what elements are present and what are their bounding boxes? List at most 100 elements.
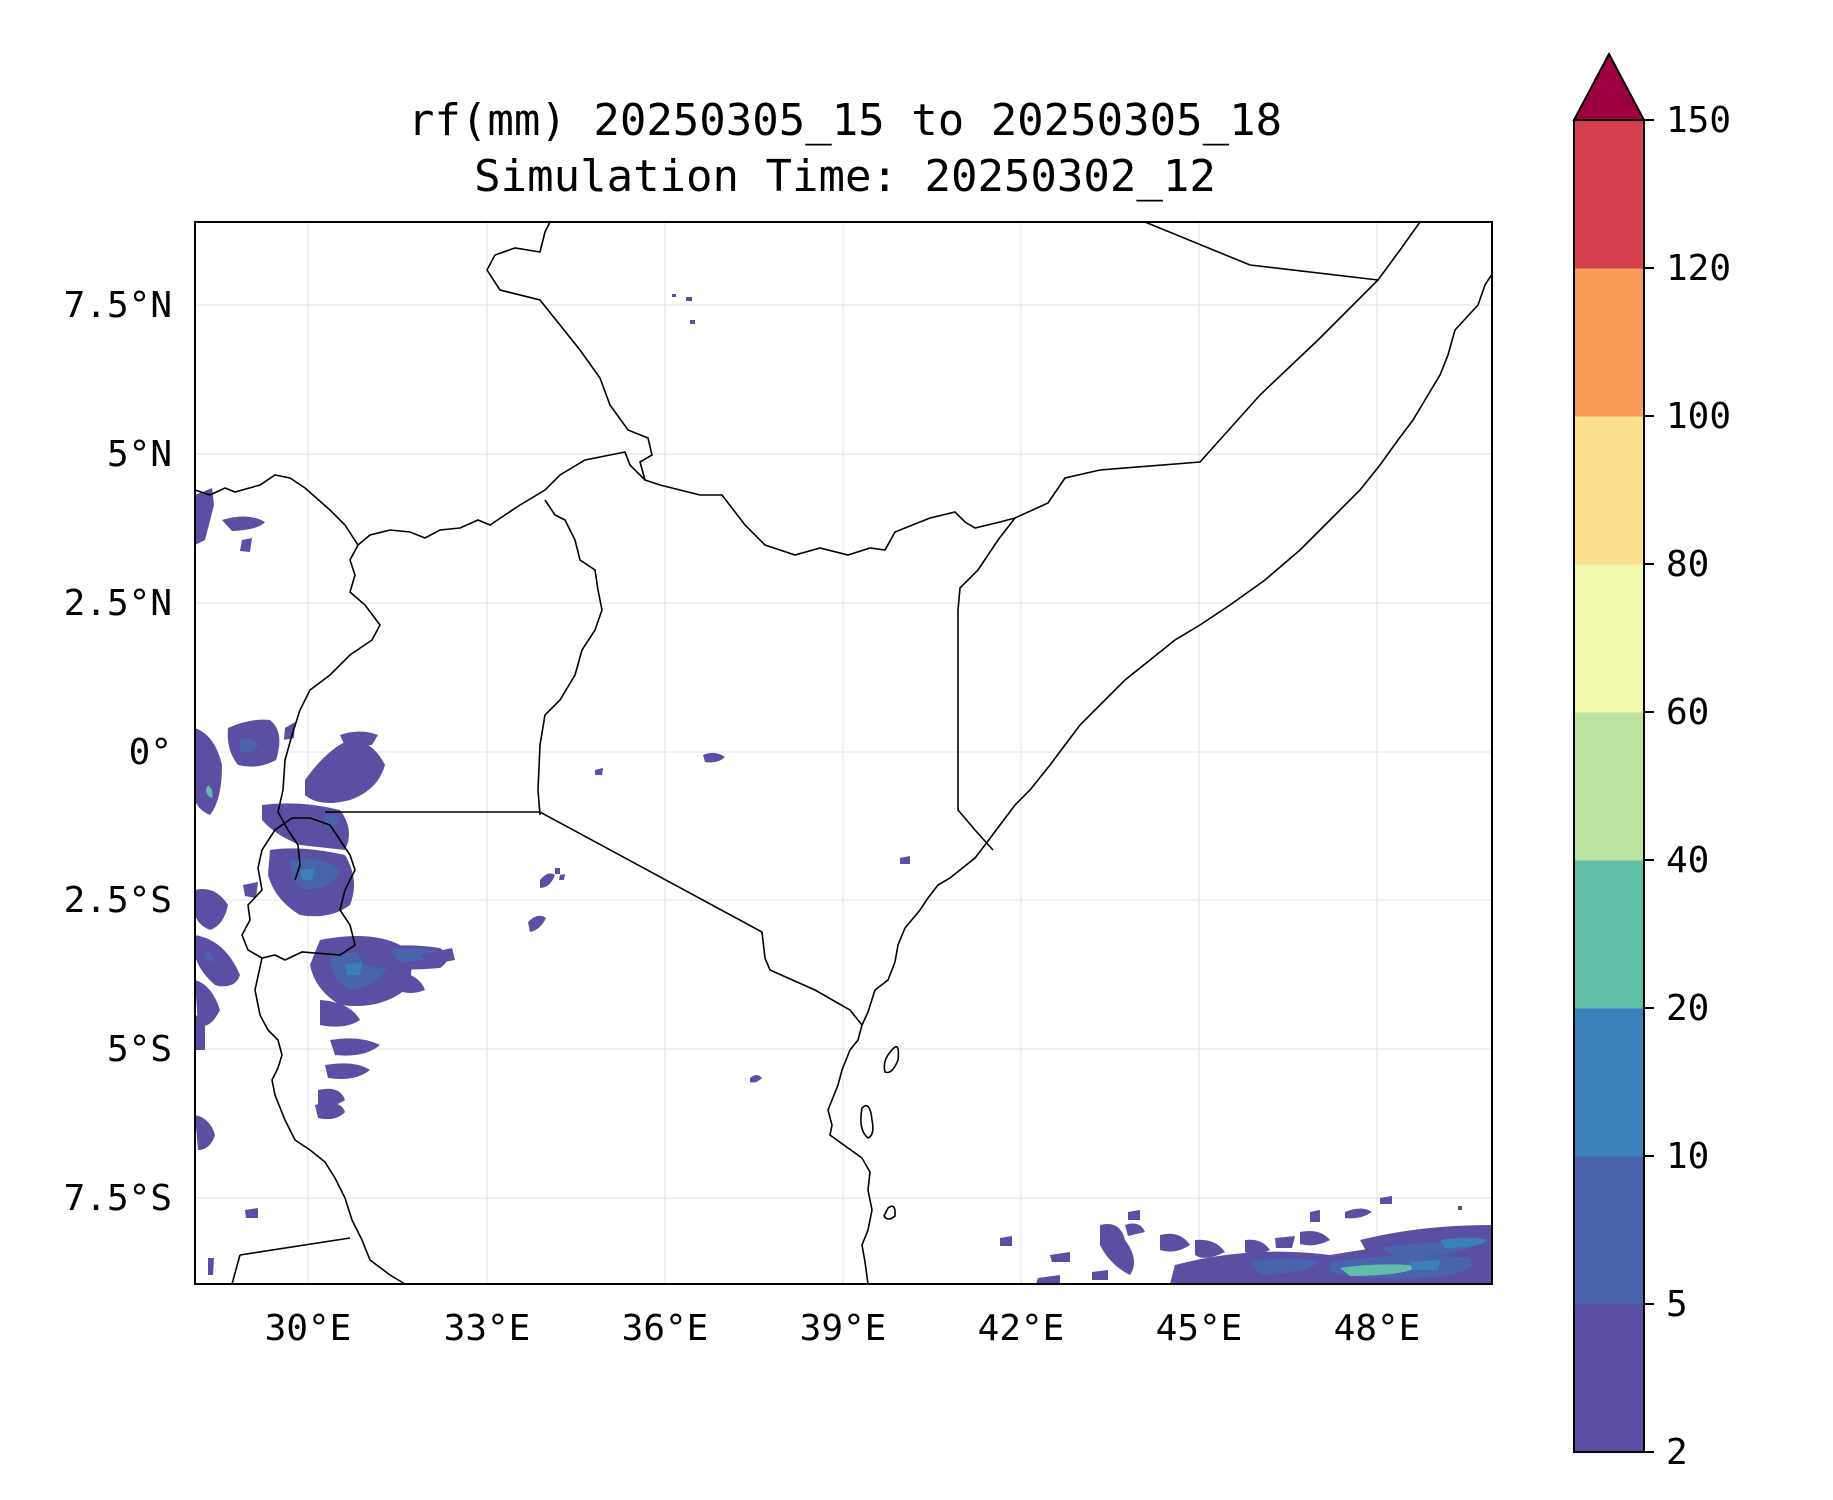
rain-patch bbox=[315, 1102, 345, 1120]
rain-patch bbox=[195, 728, 222, 815]
lat-tick-label: 7.5°S bbox=[64, 1178, 172, 1219]
longitude-axis: 30°E 33°E 36°E 39°E 42°E 45°E 48°E bbox=[265, 1308, 1421, 1349]
colorbar-tick-label: 60 bbox=[1666, 692, 1709, 733]
colorbar-bin bbox=[1574, 120, 1644, 269]
rain-patch bbox=[1195, 1239, 1225, 1258]
rain-patch bbox=[1092, 1270, 1108, 1280]
rain-patch bbox=[222, 516, 265, 531]
border-south-sudan-ethiopia bbox=[486, 222, 1016, 556]
rain-patch bbox=[1000, 1236, 1012, 1246]
lat-tick-label: 5°N bbox=[107, 434, 172, 475]
rain-patch bbox=[1440, 1238, 1488, 1248]
colorbar-tick-label: 40 bbox=[1666, 840, 1709, 881]
rain-patch bbox=[330, 1038, 380, 1056]
rain-patch bbox=[340, 731, 378, 746]
rain-patch bbox=[1340, 1264, 1420, 1276]
lon-tick-label: 45°E bbox=[1156, 1308, 1243, 1349]
lon-tick-label: 33°E bbox=[444, 1308, 531, 1349]
colorbar-bin bbox=[1574, 712, 1644, 861]
colorbar-tick-label: 20 bbox=[1666, 988, 1709, 1029]
rain-patch bbox=[1300, 1231, 1330, 1246]
colorbar-bin bbox=[1574, 564, 1644, 713]
rain-patch bbox=[195, 1115, 215, 1150]
rain-patch bbox=[240, 538, 252, 552]
rain-patch bbox=[1410, 1260, 1440, 1270]
rain-patch bbox=[672, 294, 676, 297]
border-drc-uganda bbox=[277, 544, 381, 881]
rain-patch bbox=[528, 915, 546, 932]
colorbar-tick-label: 150 bbox=[1666, 100, 1731, 141]
rain-patch bbox=[1250, 1258, 1320, 1275]
lon-tick-label: 48°E bbox=[1334, 1308, 1421, 1349]
border-ethiopia-north bbox=[1144, 222, 1379, 281]
rain-patch bbox=[1380, 1196, 1392, 1204]
border-uganda-kenya bbox=[537, 499, 603, 816]
rain-patch bbox=[195, 889, 228, 930]
rain-patch bbox=[703, 752, 725, 763]
lat-tick-label: 2.5°S bbox=[64, 880, 172, 921]
title-line-1: rf(mm) 20250305_15 to 20250305_18 bbox=[407, 95, 1283, 146]
rain-patch bbox=[240, 738, 258, 753]
island-zanzibar bbox=[860, 1104, 874, 1139]
colorbar-bin bbox=[1574, 1008, 1644, 1157]
lat-tick-label: 7.5°N bbox=[64, 285, 172, 326]
country-borders-and-coastlines bbox=[195, 222, 1492, 1284]
border-zambia bbox=[231, 1237, 351, 1284]
rain-patch bbox=[420, 948, 455, 965]
rain-patch bbox=[390, 970, 425, 994]
colorbar-bin bbox=[1574, 268, 1644, 417]
lon-tick-label: 42°E bbox=[978, 1308, 1065, 1349]
latitude-axis: 7.5°N 5°N 2.5°N 0° 2.5°S 5°S 7.5°S bbox=[64, 285, 172, 1219]
colorbar-tick-label: 5 bbox=[1666, 1284, 1688, 1325]
colorbar-frame bbox=[1573, 119, 1645, 1453]
lon-tick-label: 30°E bbox=[265, 1308, 352, 1349]
island-pemba bbox=[883, 1045, 900, 1074]
colorbar-tick-label: 2 bbox=[1666, 1432, 1688, 1473]
lat-tick-label: 5°S bbox=[107, 1029, 172, 1070]
rain-patch bbox=[690, 320, 695, 324]
border-south-sudan-uganda bbox=[195, 451, 646, 547]
rain-patch bbox=[1275, 1236, 1295, 1248]
border-kenya-somalia bbox=[957, 517, 1016, 851]
map-frame bbox=[194, 221, 1493, 1285]
rain-patch bbox=[245, 1208, 258, 1218]
rain-patch bbox=[686, 297, 692, 301]
rain-patch bbox=[208, 960, 226, 987]
colorbar-tick-label: 120 bbox=[1666, 248, 1731, 289]
rain-patch bbox=[1345, 1208, 1372, 1219]
rain-patch bbox=[900, 856, 910, 864]
rain-patch bbox=[1125, 1223, 1145, 1236]
border-kenya-tanzania bbox=[325, 811, 863, 1026]
rain-patch bbox=[318, 1088, 345, 1107]
island-mafia bbox=[883, 1205, 896, 1220]
rain-patch bbox=[300, 868, 315, 880]
colorbar-bin bbox=[1574, 860, 1644, 1009]
colorbar-bin bbox=[1574, 1156, 1644, 1305]
lat-tick-label: 2.5°N bbox=[64, 583, 172, 624]
rain-patch bbox=[1100, 1224, 1134, 1275]
rain-patch bbox=[1160, 1233, 1190, 1252]
lon-tick-label: 36°E bbox=[622, 1308, 709, 1349]
colorbar-extend-arrow bbox=[1572, 51, 1646, 121]
colorbar-bin bbox=[1574, 1304, 1644, 1453]
colorbar: 2 5 10 20 40 60 80 100 120 150 bbox=[1572, 51, 1731, 1473]
title-line-2: Simulation Time: 20250302_12 bbox=[474, 151, 1216, 202]
rain-patch bbox=[206, 785, 213, 798]
coastline-east-africa bbox=[827, 273, 1492, 1284]
lat-tick-label: 0° bbox=[129, 732, 172, 773]
colorbar-tick-label: 80 bbox=[1666, 544, 1709, 585]
border-ethiopia-somalia bbox=[1014, 222, 1421, 519]
lon-tick-label: 39°E bbox=[800, 1308, 887, 1349]
rain-patch bbox=[1050, 1252, 1070, 1262]
colorbar-tick-label: 100 bbox=[1666, 396, 1731, 437]
rain-patch bbox=[1245, 1239, 1270, 1255]
border-tanzania-burundi bbox=[254, 957, 406, 1284]
rain-patch bbox=[320, 1000, 360, 1027]
rain-patch bbox=[325, 1063, 370, 1079]
rain-patch bbox=[195, 935, 240, 987]
colorbar-bin bbox=[1574, 416, 1644, 565]
rain-patch bbox=[195, 980, 220, 1026]
rain-patch bbox=[290, 858, 340, 890]
